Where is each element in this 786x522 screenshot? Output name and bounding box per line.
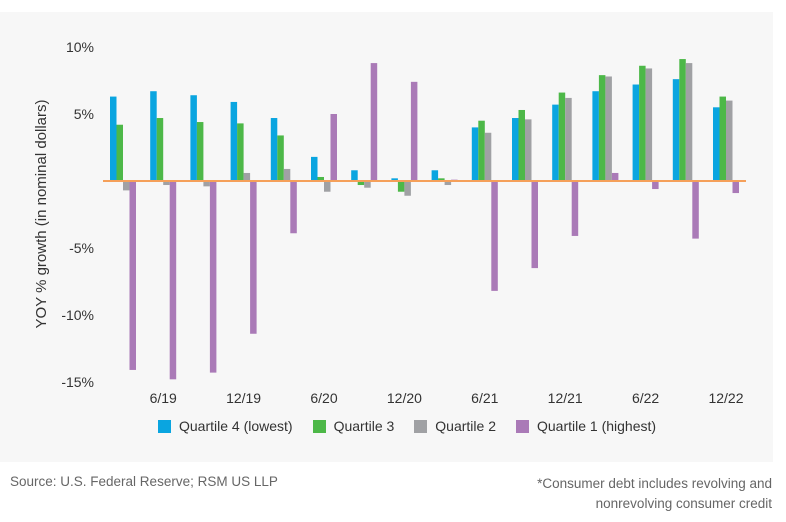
bar-12-21-1 <box>558 92 566 181</box>
bar-9-19-0 <box>190 95 197 181</box>
footnote-line-2: nonrevolving consumer credit <box>595 496 772 511</box>
bar-9-20-2 <box>364 181 371 188</box>
legend-label: Quartile 1 (highest) <box>537 418 657 434</box>
bar-12-20-1 <box>397 181 405 192</box>
y-tick-label: 10% <box>66 39 94 55</box>
legend-label: Quartile 4 (lowest) <box>179 418 293 434</box>
bar-12-22-3 <box>732 181 739 194</box>
legend-item: Quartile 4 (lowest) <box>158 418 293 434</box>
bar-9-22-1 <box>679 59 686 182</box>
bar-9-21-0 <box>512 118 519 181</box>
x-tick-label: 6/21 <box>471 390 498 406</box>
bar-12-19-3 <box>250 181 257 334</box>
bar-6-20-2 <box>324 181 331 192</box>
legend-swatch <box>414 419 428 433</box>
legend-swatch <box>312 419 326 433</box>
x-tick-label: 6/19 <box>150 390 177 406</box>
legend-item: Quartile 2 <box>414 418 496 434</box>
y-tick-label: -5% <box>69 240 94 256</box>
bar-9-21-2 <box>525 119 532 181</box>
bar-6-21-3 <box>491 181 498 291</box>
bar-9-19-2 <box>203 181 210 187</box>
bar-12-19-2 <box>243 172 251 181</box>
bar-9-21-3 <box>531 181 538 269</box>
x-tick-label: 6/22 <box>632 390 659 406</box>
bar-9-22-0 <box>672 79 680 181</box>
bar-3-21-1 <box>438 178 445 181</box>
bar-3-19-2 <box>123 181 130 191</box>
bar-9-20-1 <box>357 181 365 186</box>
bar-3-21-0 <box>431 170 439 181</box>
x-tick-label: 12/19 <box>226 390 261 406</box>
bar-9-20-0 <box>351 170 358 181</box>
bar-6-21-0 <box>471 127 479 181</box>
legend-swatch <box>516 419 529 433</box>
x-tick-label: 12/20 <box>387 390 422 406</box>
bar-6-22-0 <box>632 84 640 181</box>
bar-6-19-3 <box>169 181 177 380</box>
bar-6-21-2 <box>484 132 492 181</box>
legend-item: Quartile 1 (highest) <box>516 418 656 434</box>
bar-3-22-3 <box>611 172 619 181</box>
bar-3-21-2 <box>444 181 452 186</box>
legend-item: Quartile 3 <box>312 418 395 434</box>
bar-3-22-2 <box>605 76 612 181</box>
y-tick-label: -15% <box>61 374 94 390</box>
legend-label: Quartile 2 <box>435 418 496 434</box>
bar-3-20-2 <box>283 168 291 181</box>
bar-12-20-0 <box>391 178 398 181</box>
bar-3-22-0 <box>592 91 599 181</box>
x-tick-label: 6/20 <box>310 390 337 406</box>
x-tick-label: 12/21 <box>548 390 583 406</box>
legend-swatch <box>158 419 171 433</box>
bar-6-22-3 <box>652 181 659 190</box>
bar-3-19-3 <box>129 181 136 370</box>
bar-12-20-3 <box>410 81 418 181</box>
bar-12-21-3 <box>571 181 579 236</box>
x-tick-label: 12/22 <box>708 390 743 406</box>
bar-6-20-0 <box>311 156 318 181</box>
bar-6-22-2 <box>645 68 653 181</box>
footnote-line-1: *Consumer debt includes revolving and <box>537 476 772 491</box>
bar-9-20-3 <box>370 63 378 181</box>
y-tick-label: 5% <box>74 106 94 122</box>
bar-6-20-1 <box>317 176 324 181</box>
bar-12-21-0 <box>552 104 559 181</box>
bar-3-19-1 <box>116 124 123 181</box>
footnote: *Consumer debt includes revolving and no… <box>537 474 772 514</box>
bar-3-20-0 <box>270 118 278 181</box>
bar-12-22-0 <box>713 107 720 181</box>
bar-12-20-2 <box>404 181 411 196</box>
bar-9-22-3 <box>692 181 699 239</box>
bar-6-19-2 <box>163 181 170 186</box>
bar-6-21-1 <box>478 120 485 181</box>
bar-3-20-1 <box>277 135 284 181</box>
bar-12-22-2 <box>726 100 733 181</box>
bar-6-19-1 <box>156 118 164 181</box>
bar-6-20-3 <box>330 114 337 181</box>
legend: Quartile 4 (lowest) Quartile 3 Quartile 2 Q… <box>158 418 656 434</box>
source-note: Source: U.S. Federal Reserve; RSM US LLP <box>10 474 278 489</box>
y-tick-label: -10% <box>61 307 94 323</box>
bar-3-19-0 <box>110 96 117 181</box>
y-axis-label: YOY % growth (in nominal dollars) <box>33 100 50 329</box>
bar-3-22-1 <box>598 75 606 181</box>
legend-label: Quartile 3 <box>333 418 395 434</box>
bar-9-21-1 <box>518 109 525 181</box>
bar-6-19-0 <box>150 91 157 181</box>
bar-12-22-1 <box>719 96 726 181</box>
bar-12-21-2 <box>565 97 572 181</box>
bar-12-19-0 <box>230 101 238 181</box>
bar-3-20-3 <box>290 181 297 234</box>
bar-9-19-1 <box>196 122 204 181</box>
bar-9-22-2 <box>685 63 693 181</box>
bar-9-19-3 <box>209 181 217 373</box>
bar-6-22-1 <box>639 65 646 181</box>
bar-12-19-1 <box>237 123 244 181</box>
